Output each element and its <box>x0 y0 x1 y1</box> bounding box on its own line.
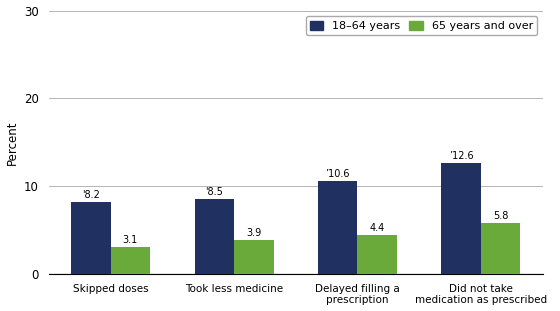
Bar <box>71 202 111 274</box>
Legend: 18–64 years, 65 years and over: 18–64 years, 65 years and over <box>306 16 537 35</box>
Text: 3.9: 3.9 <box>246 228 262 238</box>
Text: ’10.6: ’10.6 <box>325 169 350 179</box>
Text: '8.2: '8.2 <box>82 190 100 200</box>
Bar <box>318 181 357 274</box>
Bar <box>234 240 273 274</box>
Text: 4.4: 4.4 <box>370 223 385 233</box>
Text: 5.8: 5.8 <box>493 211 508 221</box>
Y-axis label: Percent: Percent <box>6 120 18 165</box>
Bar <box>481 223 520 274</box>
Bar <box>441 163 481 274</box>
Text: ’12.6: ’12.6 <box>449 151 473 161</box>
Text: 3.1: 3.1 <box>123 235 138 245</box>
Bar <box>111 247 150 274</box>
Bar <box>194 199 234 274</box>
Text: '8.5: '8.5 <box>206 187 223 197</box>
Bar <box>357 235 397 274</box>
